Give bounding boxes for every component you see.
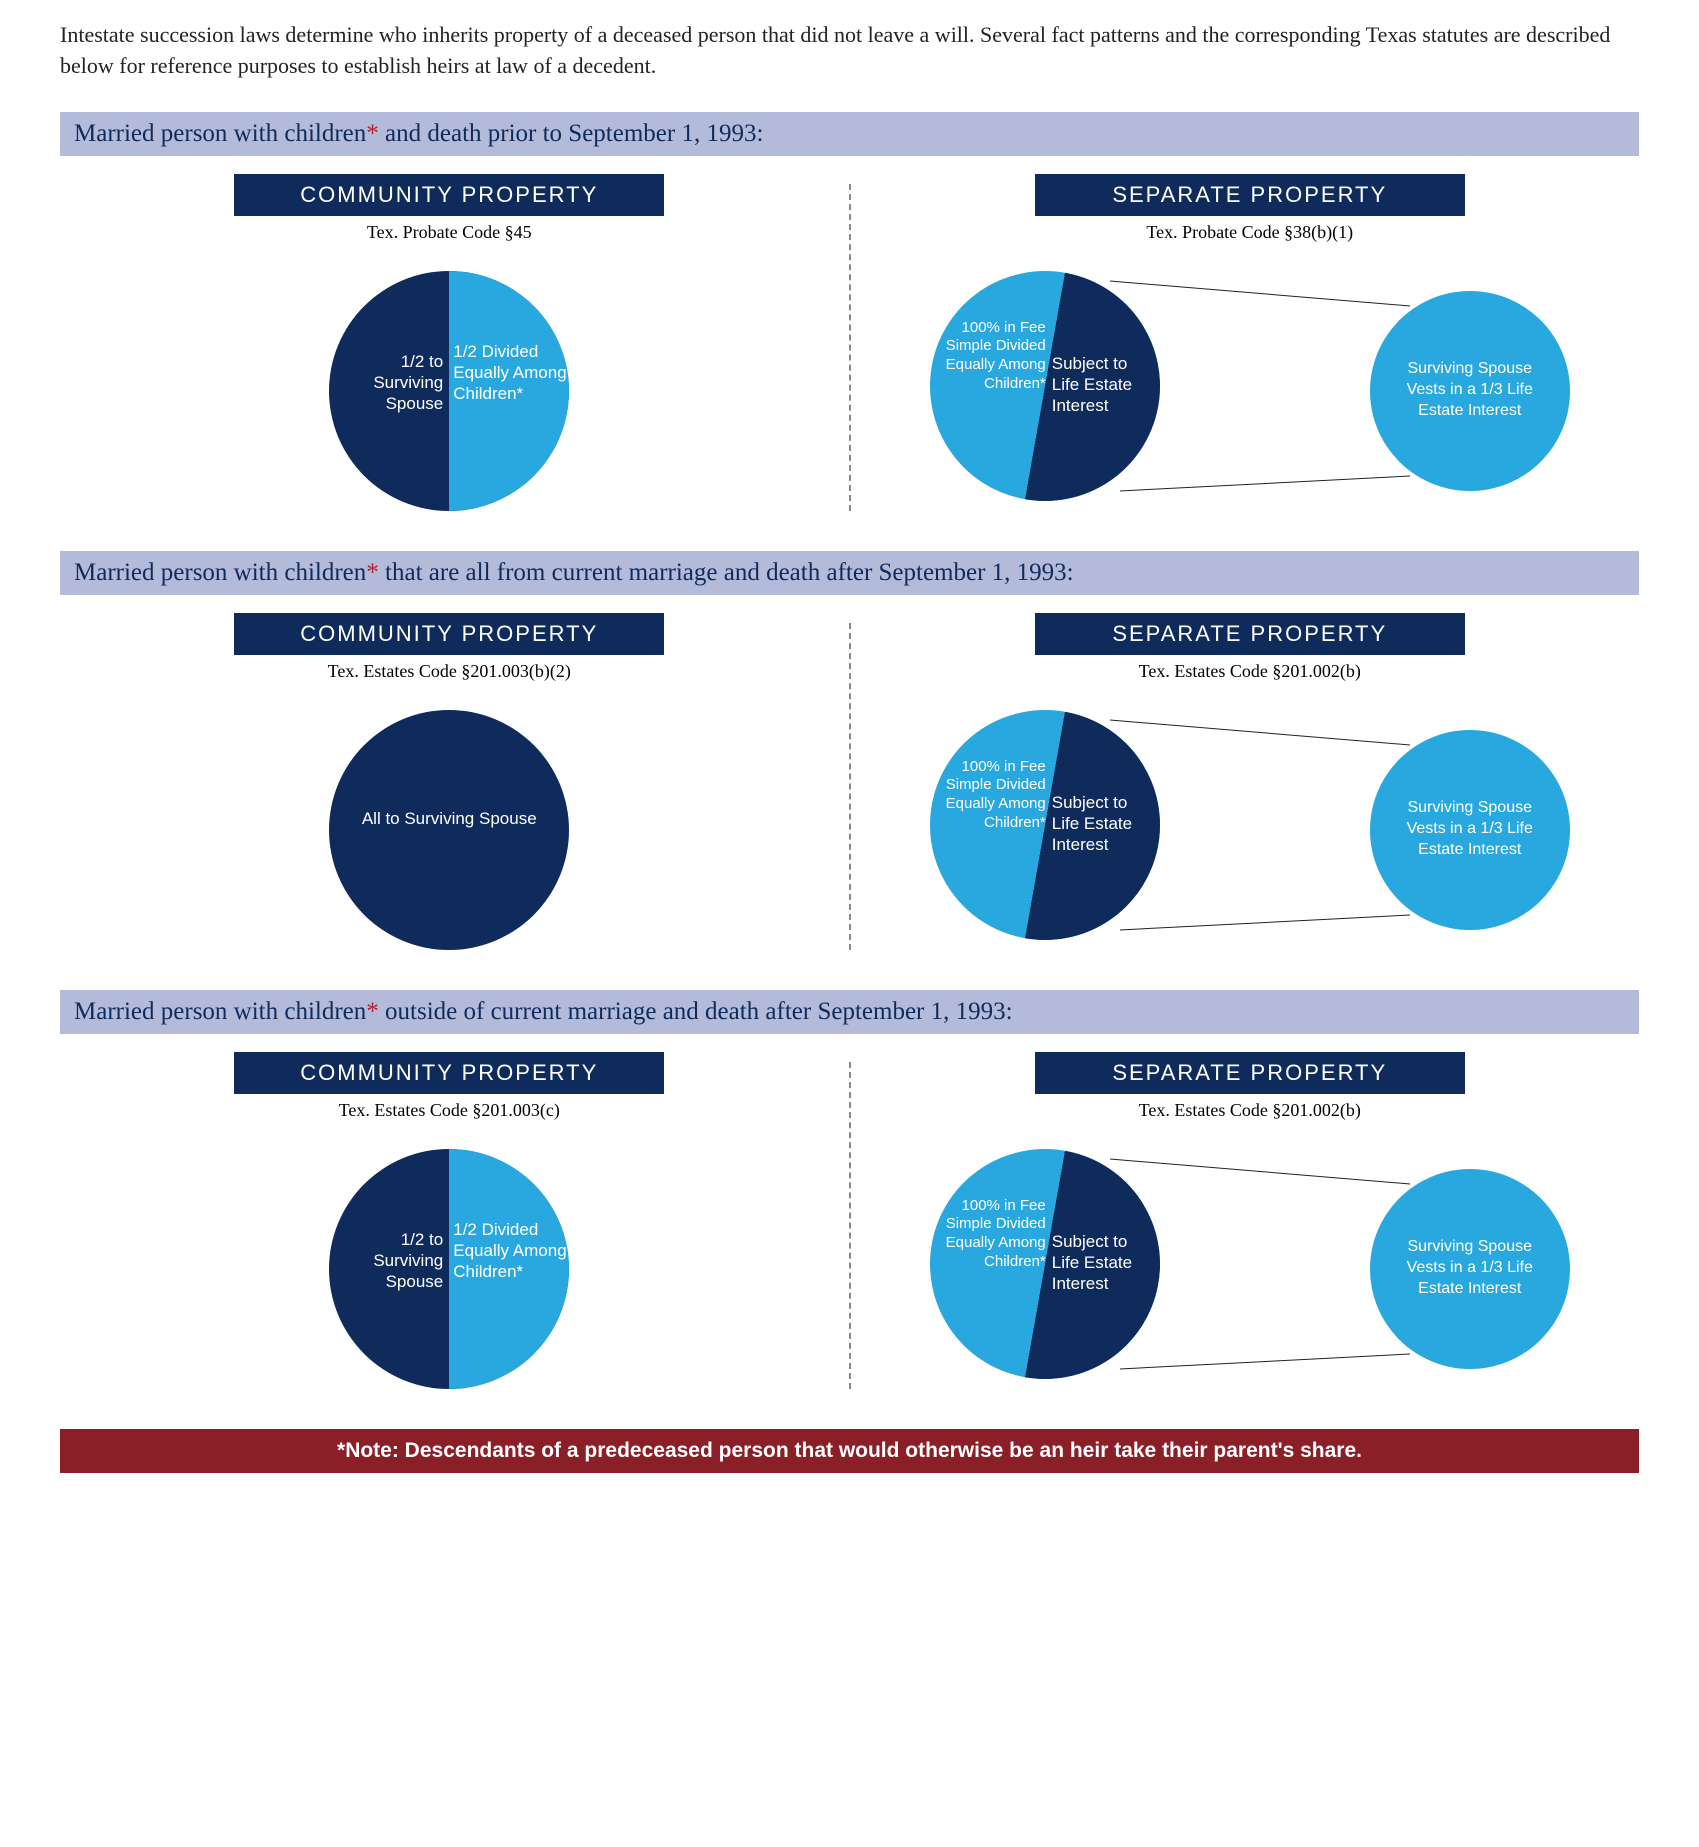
section-body-2: COMMUNITY PROPERTY Tex. Estates Code §20…: [60, 1052, 1639, 1399]
intro-paragraph: Intestate succession laws determine who …: [60, 20, 1639, 82]
separate-chart-wrap: 100% in Fee Simple Divided Equally Among…: [930, 700, 1570, 960]
community-chart: All to Surviving Spouse: [80, 700, 819, 960]
callout-label: Surviving Spouse Vests in a 1/3 Life Est…: [1390, 359, 1550, 421]
callout-label: Surviving Spouse Vests in a 1/3 Life Est…: [1390, 1237, 1550, 1299]
column-divider: [849, 1062, 851, 1389]
separate-chart: 100% in Fee Simple Divided Equally Among…: [881, 1139, 1620, 1399]
pie-label-children: 1/2 Divided Equally Among Children*: [453, 341, 567, 405]
separate-pie-dark-label: 100% in Fee Simple Divided Equally Among…: [936, 1197, 1046, 1272]
community-statute: Tex. Probate Code §45: [367, 222, 532, 243]
separate-pie: 100% in Fee Simple Divided Equally Among…: [930, 710, 1160, 940]
section-body-1: COMMUNITY PROPERTY Tex. Estates Code §20…: [60, 613, 1639, 960]
asterisk-icon: *: [366, 559, 379, 586]
separate-chart-wrap: 100% in Fee Simple Divided Equally Among…: [930, 261, 1570, 521]
separate-panel-title: SEPARATE PROPERTY: [1035, 1052, 1465, 1094]
section-heading-pre: Married person with children: [74, 998, 366, 1025]
separate-panel-title: SEPARATE PROPERTY: [1035, 174, 1465, 216]
separate-statute: Tex. Estates Code §201.002(b): [1139, 661, 1361, 682]
pie-chart: 1/2 to Surviving Spouse 1/2 Divided Equa…: [329, 271, 569, 511]
separate-chart: 100% in Fee Simple Divided Equally Among…: [881, 261, 1620, 521]
callout-label: Surviving Spouse Vests in a 1/3 Life Est…: [1390, 798, 1550, 860]
pie-chart-full: All to Surviving Spouse: [329, 710, 569, 950]
column-divider: [849, 623, 851, 950]
column-divider: [849, 184, 851, 511]
callout-circle: Surviving Spouse Vests in a 1/3 Life Est…: [1370, 1169, 1570, 1369]
separate-panel-title: SEPARATE PROPERTY: [1035, 613, 1465, 655]
separate-pie: 100% in Fee Simple Divided Equally Among…: [930, 271, 1160, 501]
separate-column: SEPARATE PROPERTY Tex. Estates Code §201…: [861, 1052, 1640, 1399]
pie-label-children: 1/2 Divided Equally Among Children*: [453, 1219, 567, 1283]
community-chart: 1/2 to Surviving Spouse 1/2 Divided Equa…: [80, 261, 819, 521]
pie-label-spouse: 1/2 to Surviving Spouse: [343, 1229, 443, 1293]
separate-pie-light-label: Subject to Life Estate Interest: [1052, 1231, 1152, 1295]
callout-circle: Surviving Spouse Vests in a 1/3 Life Est…: [1370, 291, 1570, 491]
community-panel-title: COMMUNITY PROPERTY: [234, 1052, 664, 1094]
pie-label-all-spouse: All to Surviving Spouse: [329, 808, 569, 829]
pie-chart: 1/2 to Surviving Spouse 1/2 Divided Equa…: [329, 1149, 569, 1389]
section-header-2: Married person with children* outside of…: [60, 990, 1639, 1034]
section-heading-post: that are all from current marriage and d…: [379, 559, 1074, 586]
section-header-0: Married person with children* and death …: [60, 112, 1639, 156]
separate-chart-wrap: 100% in Fee Simple Divided Equally Among…: [930, 1139, 1570, 1399]
separate-pie: 100% in Fee Simple Divided Equally Among…: [930, 1149, 1160, 1379]
community-panel-title: COMMUNITY PROPERTY: [234, 174, 664, 216]
asterisk-icon: *: [366, 120, 379, 147]
community-statute: Tex. Estates Code §201.003(c): [339, 1100, 560, 1121]
separate-pie-light-label: Subject to Life Estate Interest: [1052, 792, 1152, 856]
community-column: COMMUNITY PROPERTY Tex. Probate Code §45…: [60, 174, 839, 521]
footer-note: *Note: Descendants of a predeceased pers…: [60, 1429, 1639, 1473]
separate-column: SEPARATE PROPERTY Tex. Estates Code §201…: [861, 613, 1640, 960]
community-chart: 1/2 to Surviving Spouse 1/2 Divided Equa…: [80, 1139, 819, 1399]
separate-pie-dark-label: 100% in Fee Simple Divided Equally Among…: [936, 758, 1046, 833]
section-heading-pre: Married person with children: [74, 120, 366, 147]
separate-pie-dark-label: 100% in Fee Simple Divided Equally Among…: [936, 319, 1046, 394]
callout-circle: Surviving Spouse Vests in a 1/3 Life Est…: [1370, 730, 1570, 930]
community-panel-title: COMMUNITY PROPERTY: [234, 613, 664, 655]
section-heading-pre: Married person with children: [74, 559, 366, 586]
separate-column: SEPARATE PROPERTY Tex. Probate Code §38(…: [861, 174, 1640, 521]
pie-label-spouse: 1/2 to Surviving Spouse: [343, 351, 443, 415]
section-header-1: Married person with children* that are a…: [60, 551, 1639, 595]
section-heading-post: outside of current marriage and death af…: [379, 998, 1013, 1025]
section-heading-post: and death prior to September 1, 1993:: [379, 120, 764, 147]
asterisk-icon: *: [366, 998, 379, 1025]
separate-statute: Tex. Probate Code §38(b)(1): [1146, 222, 1353, 243]
community-column: COMMUNITY PROPERTY Tex. Estates Code §20…: [60, 1052, 839, 1399]
community-column: COMMUNITY PROPERTY Tex. Estates Code §20…: [60, 613, 839, 960]
community-statute: Tex. Estates Code §201.003(b)(2): [328, 661, 571, 682]
separate-pie-light-label: Subject to Life Estate Interest: [1052, 353, 1152, 417]
separate-statute: Tex. Estates Code §201.002(b): [1139, 1100, 1361, 1121]
separate-chart: 100% in Fee Simple Divided Equally Among…: [881, 700, 1620, 960]
section-body-0: COMMUNITY PROPERTY Tex. Probate Code §45…: [60, 174, 1639, 521]
